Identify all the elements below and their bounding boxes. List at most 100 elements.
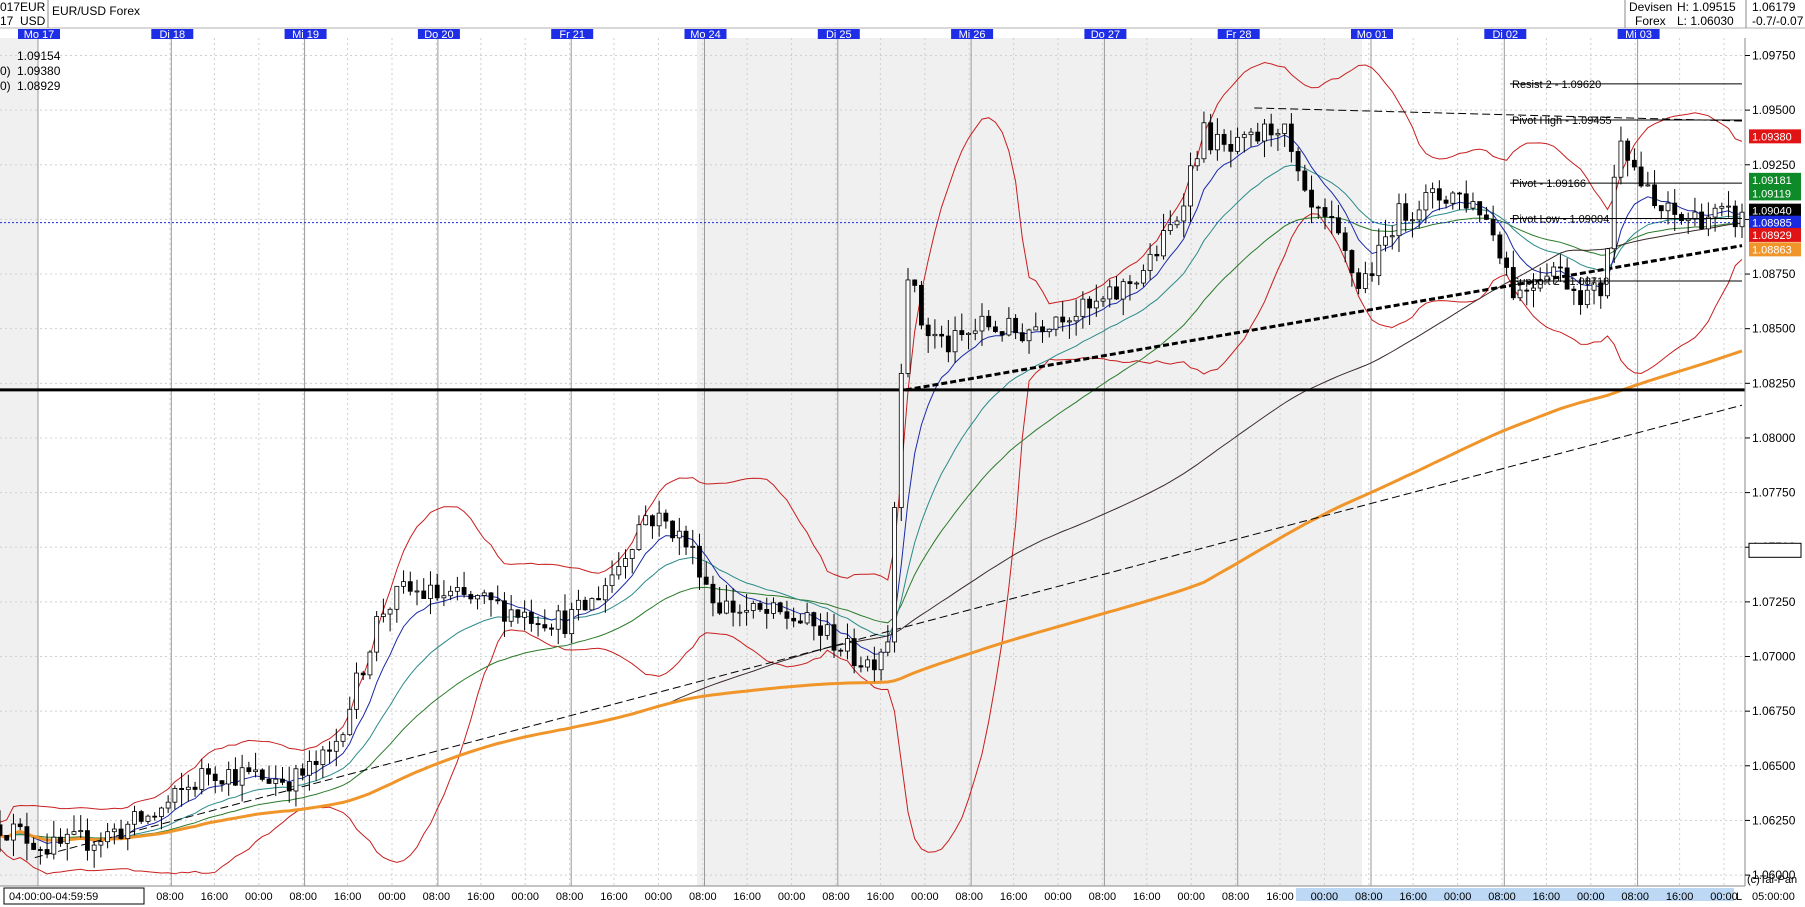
candle-body-177 bbox=[1188, 165, 1193, 207]
candle-body-247 bbox=[1658, 205, 1664, 212]
candle-body-190 bbox=[1275, 133, 1281, 136]
candle-body-249 bbox=[1672, 202, 1678, 215]
candle-body-106 bbox=[710, 583, 716, 604]
candle-body-129 bbox=[865, 659, 871, 668]
candle-body-132 bbox=[885, 641, 891, 653]
ema-fast-line bbox=[0, 134, 1743, 845]
candles bbox=[0, 111, 1745, 868]
time-label-15: 08:00 bbox=[822, 891, 850, 903]
price-tag-box-3 bbox=[1749, 203, 1801, 218]
y-label-7: 1.08000 bbox=[1752, 431, 1796, 445]
candle-body-237 bbox=[1591, 282, 1597, 291]
candle-body-144 bbox=[966, 332, 971, 335]
candle-body-198 bbox=[1329, 216, 1335, 219]
candle-body-240 bbox=[1611, 176, 1617, 250]
time-label-11: 00:00 bbox=[645, 891, 673, 903]
time-label-13: 16:00 bbox=[733, 891, 761, 903]
candle-body-253 bbox=[1699, 211, 1705, 230]
candle-body-220 bbox=[1477, 201, 1483, 216]
date-label-5: Mo 24 bbox=[690, 29, 721, 41]
time-label-33: 08:00 bbox=[1621, 891, 1649, 903]
candle-body-176 bbox=[1181, 205, 1187, 222]
date-label-12: Mi 03 bbox=[1625, 29, 1652, 41]
candle-body-83 bbox=[555, 610, 561, 630]
candle-body-241 bbox=[1618, 140, 1624, 178]
grid-lines bbox=[0, 38, 1745, 886]
candle-body-224 bbox=[1504, 257, 1510, 268]
candle-body-123 bbox=[824, 624, 830, 636]
candle-body-137 bbox=[919, 284, 924, 326]
candle-body-239 bbox=[1605, 248, 1610, 297]
candle-body-208 bbox=[1396, 203, 1402, 237]
y-label-6: 1.08250 bbox=[1752, 376, 1796, 390]
ema-slow-line bbox=[0, 216, 1743, 839]
time-label-35: 00:00 bbox=[1710, 891, 1738, 903]
candle-body-8 bbox=[51, 836, 57, 855]
candle-body-172 bbox=[1154, 253, 1160, 257]
candle-body-120 bbox=[804, 612, 810, 624]
price-tag-box-1 bbox=[1749, 172, 1801, 187]
candle-body-22 bbox=[145, 815, 151, 822]
date-label-9: Fr 28 bbox=[1226, 29, 1252, 41]
header-bar bbox=[0, 0, 1805, 28]
time-label-14: 00:00 bbox=[778, 891, 806, 903]
candle-body-171 bbox=[1147, 253, 1153, 271]
price-tag-label-4: 1.08985 bbox=[1752, 218, 1792, 230]
candle-body-65 bbox=[434, 584, 440, 599]
candle-body-209 bbox=[1403, 203, 1409, 221]
candle-body-67 bbox=[448, 590, 454, 597]
candle-body-25 bbox=[165, 801, 171, 809]
candle-body-157 bbox=[1053, 316, 1059, 330]
price-tag-box-2 bbox=[1749, 186, 1801, 201]
level-label-3: Pivot Low - 1.09004 bbox=[1512, 214, 1609, 226]
level-label-1: Pivot High - 1.09455 bbox=[1512, 115, 1612, 127]
y-label-2: 1.09250 bbox=[1752, 158, 1796, 172]
candle-body-154 bbox=[1033, 326, 1039, 331]
candle-body-40 bbox=[266, 778, 272, 784]
candle-body-35 bbox=[232, 769, 238, 786]
session-shade-right bbox=[697, 38, 1362, 886]
candle-body-14 bbox=[91, 844, 97, 851]
date-label-7: Mi 26 bbox=[959, 29, 986, 41]
candle-body-31 bbox=[206, 768, 211, 775]
candle-body-16 bbox=[105, 831, 111, 843]
candle-body-15 bbox=[98, 841, 104, 846]
candle-body-1 bbox=[4, 834, 10, 841]
candle-body-246 bbox=[1652, 184, 1657, 206]
candle-body-62 bbox=[414, 590, 420, 593]
candle-body-131 bbox=[878, 651, 884, 671]
legend-prefix-3: 0) bbox=[0, 79, 11, 93]
time-label-7: 16:00 bbox=[467, 891, 495, 903]
candle-body-216 bbox=[1450, 192, 1456, 204]
time-range-box[interactable] bbox=[3, 887, 145, 905]
candle-body-86 bbox=[576, 599, 581, 610]
candle-body-214 bbox=[1436, 188, 1442, 201]
candle-body-74 bbox=[495, 599, 501, 602]
candle-body-96 bbox=[643, 515, 649, 526]
y-label-13: 1.06500 bbox=[1752, 759, 1796, 773]
candle-body-211 bbox=[1416, 209, 1422, 221]
candle-body-207 bbox=[1389, 235, 1395, 238]
candle-body-108 bbox=[723, 600, 729, 614]
candle-body-146 bbox=[979, 315, 985, 332]
candle-body-11 bbox=[71, 831, 77, 835]
candle-body-7 bbox=[44, 849, 50, 855]
candle-body-258 bbox=[1732, 205, 1738, 228]
candle-body-151 bbox=[1013, 317, 1019, 334]
candle-body-30 bbox=[199, 768, 205, 790]
time-label-25: 16:00 bbox=[1266, 891, 1294, 903]
candle-body-156 bbox=[1046, 328, 1052, 333]
copyright-label: (c)Tai-Pan bbox=[1747, 874, 1797, 886]
candle-body-78 bbox=[522, 611, 528, 618]
time-label-0: 08:00 bbox=[156, 891, 184, 903]
date-box-11 bbox=[1484, 29, 1527, 39]
candle-body-104 bbox=[697, 545, 702, 578]
candle-body-85 bbox=[569, 609, 575, 635]
candle-body-142 bbox=[952, 330, 958, 353]
candle-body-145 bbox=[972, 330, 978, 334]
candle-body-76 bbox=[508, 609, 514, 622]
candle-body-192 bbox=[1288, 123, 1294, 152]
candle-body-223 bbox=[1497, 234, 1503, 259]
y-label-8: 1.07750 bbox=[1752, 486, 1796, 500]
